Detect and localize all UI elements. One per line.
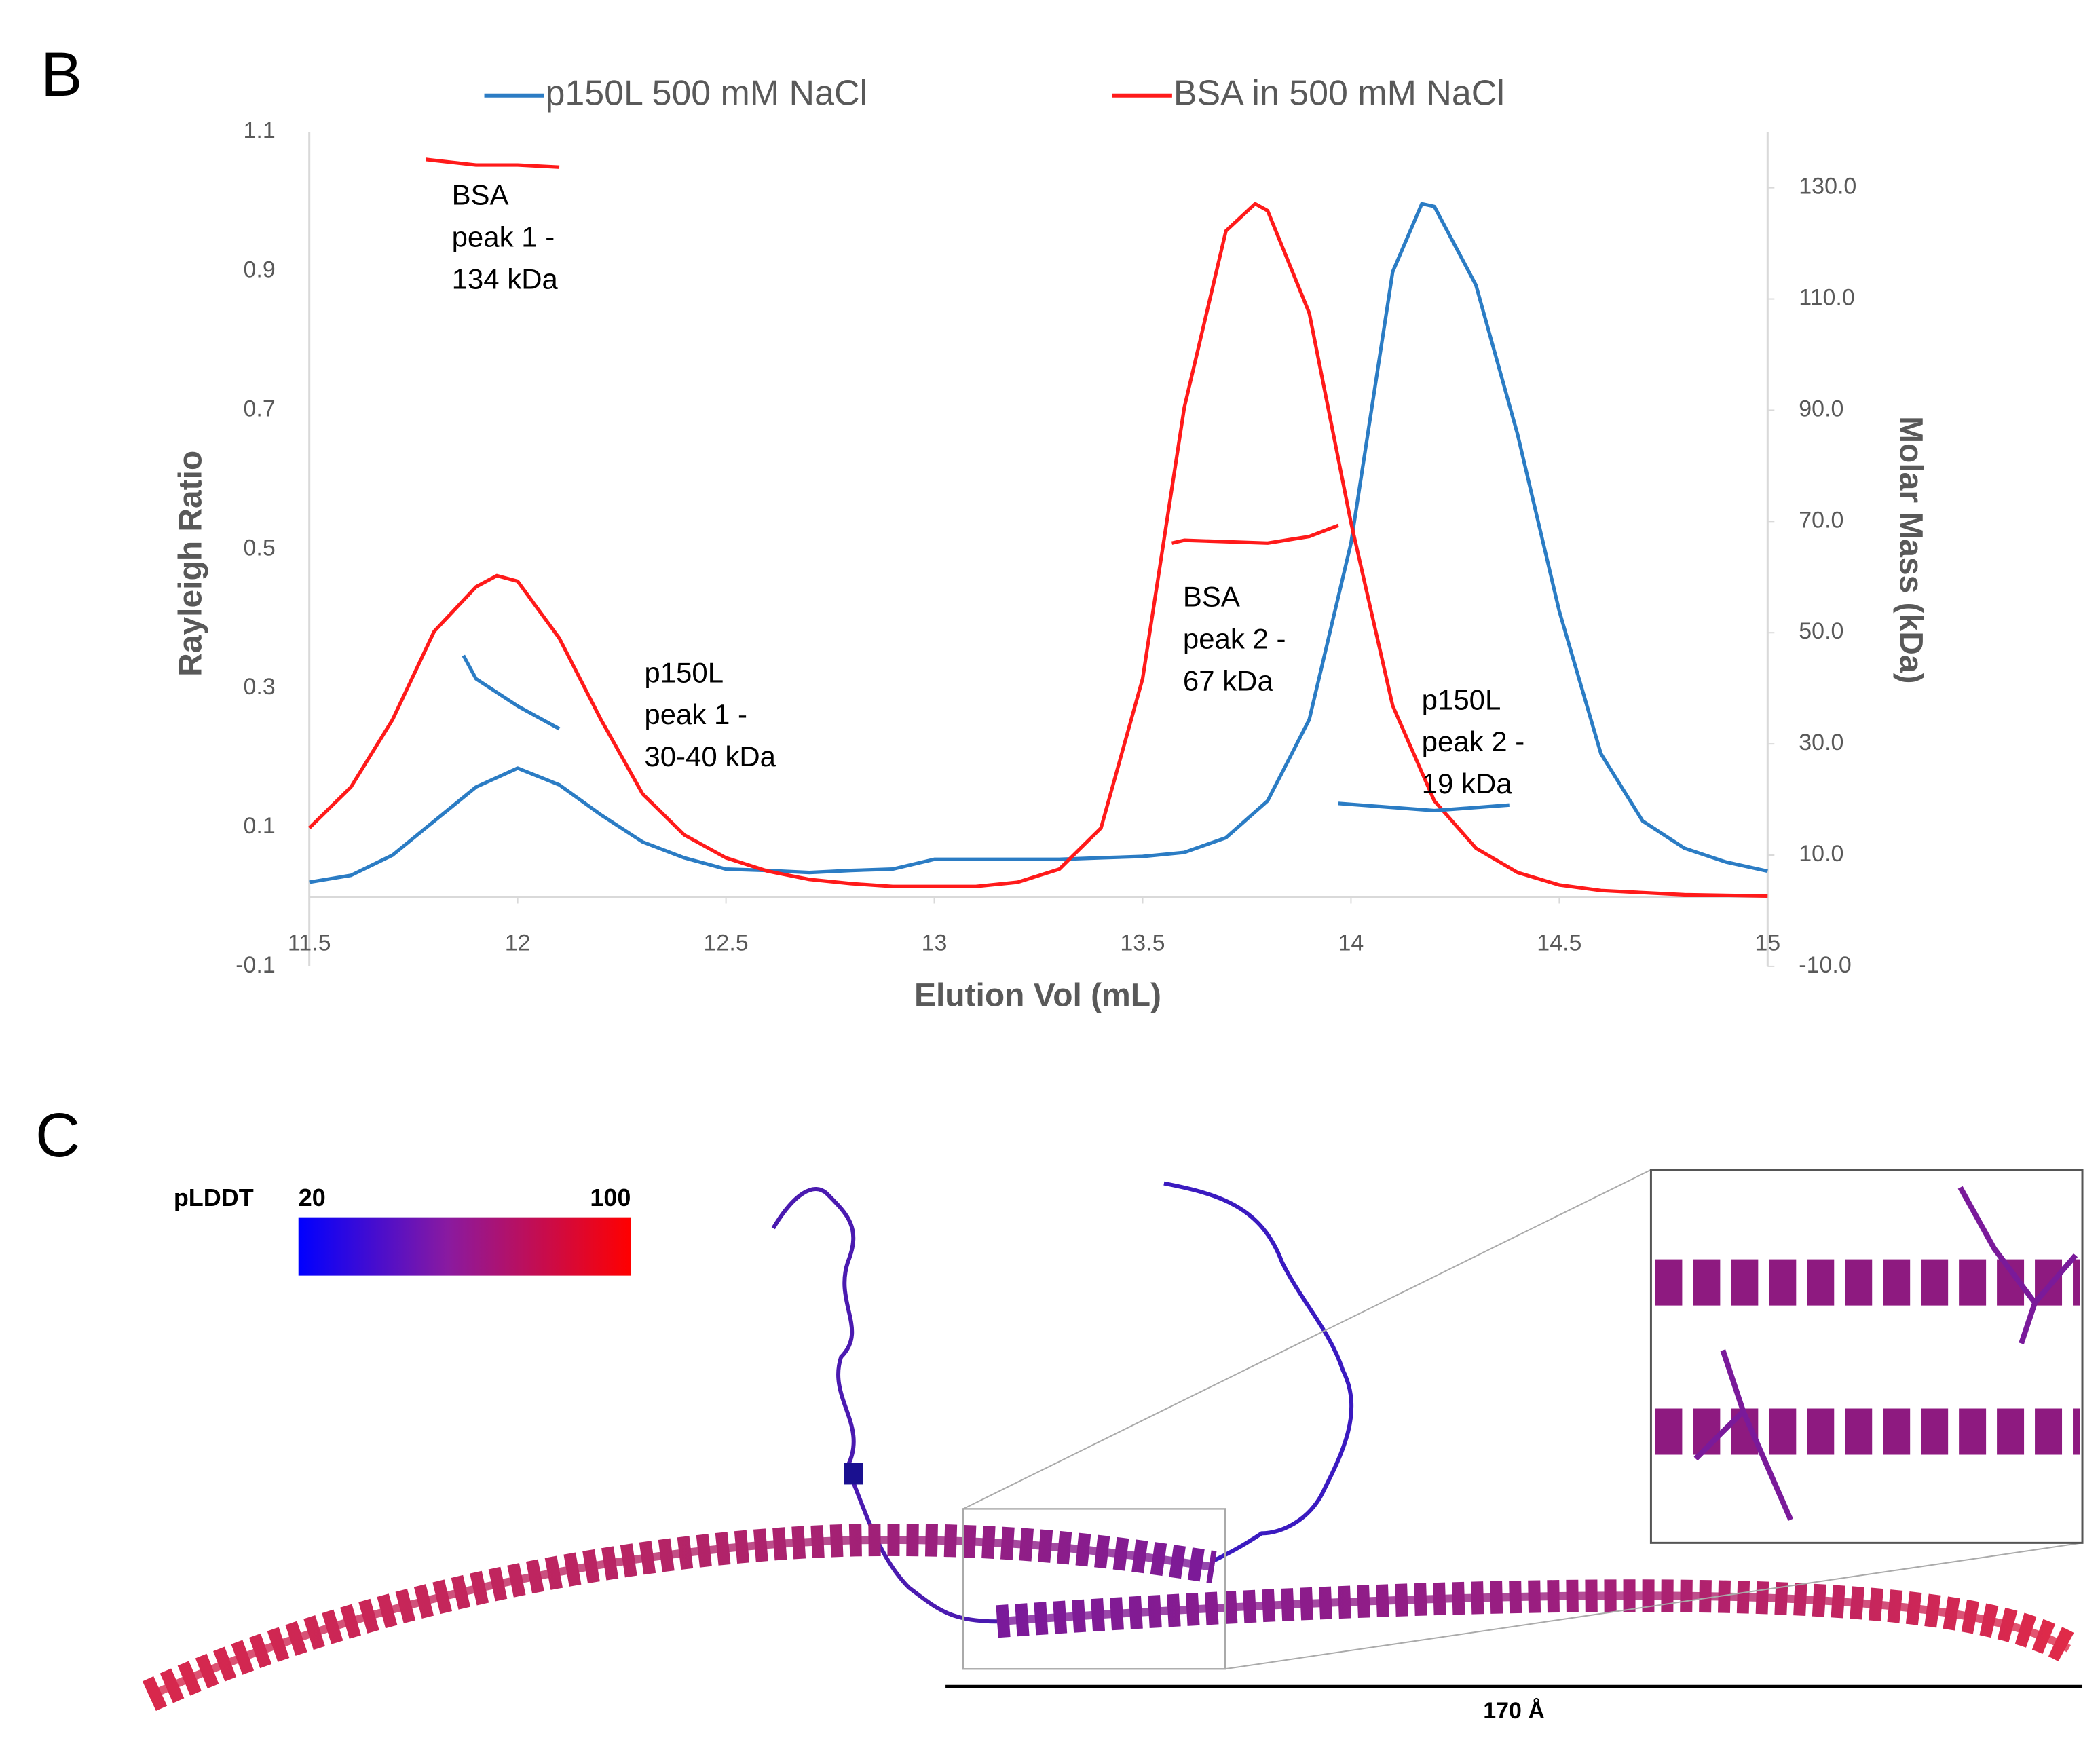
- y2-tick-label: -10.0: [1799, 952, 1851, 978]
- annotation: 134 kDa: [452, 263, 559, 295]
- series-line: [426, 157, 560, 169]
- inset: [1649, 1169, 2084, 1544]
- y-tick-label: 0.7: [244, 396, 276, 421]
- side-chain: [1693, 1186, 2078, 1521]
- scale-label: 170 Å: [1483, 1698, 1545, 1724]
- strand: [844, 1462, 863, 1485]
- y2-tick-label: 10.0: [1799, 841, 1843, 867]
- zoom-line: [962, 1169, 1651, 1510]
- x-tick-label: 15: [1755, 930, 1780, 956]
- annotation: BSA: [452, 179, 509, 211]
- annotation: peak 1 -: [644, 698, 747, 730]
- y-tick-label: 1.1: [244, 118, 276, 144]
- y2-tick-label: 130.0: [1799, 174, 1856, 200]
- zoom-box: [962, 1508, 1226, 1670]
- loop: [1163, 1181, 1354, 1563]
- series-line: [307, 202, 1768, 898]
- x-tick-label: 12: [505, 930, 531, 956]
- series-line: [1171, 523, 1339, 545]
- colorbar: [298, 1217, 631, 1276]
- chart: Elution Vol (mL) Rayleigh Ratio Molar Ma…: [172, 73, 1928, 1013]
- y-tick-label: 0.1: [244, 813, 276, 839]
- helix-core: [147, 1535, 1215, 1700]
- y2-tick-label: 90.0: [1799, 396, 1843, 421]
- x-tick-label: 11.5: [288, 930, 331, 956]
- x-tick-label: 13: [922, 930, 948, 956]
- annotation: peak 2 -: [1183, 622, 1286, 654]
- y2-tick-label: 110.0: [1799, 285, 1854, 311]
- annotation: p150L: [1422, 683, 1501, 715]
- x-tick-label: 13.5: [1120, 930, 1165, 956]
- annotation: 30-40 kDa: [644, 740, 776, 772]
- annotation: 67 kDa: [1183, 664, 1274, 696]
- helix-core: [996, 1591, 2071, 1653]
- loop: [771, 1187, 998, 1624]
- colorbar-title: pLDDT: [174, 1184, 254, 1211]
- series-line: [462, 654, 561, 731]
- annotation: peak 2 -: [1422, 725, 1525, 757]
- series-line: [309, 202, 1768, 884]
- colorbar-max: 100: [590, 1184, 631, 1211]
- series-line: [1338, 801, 1510, 813]
- legend-label: p150L 500 mM NaCl: [545, 73, 867, 113]
- y2-tick-label: 50.0: [1799, 618, 1843, 644]
- panel-label: B: [41, 40, 82, 109]
- annotation: peak 1 -: [452, 221, 555, 253]
- x-tick-label: 14: [1338, 930, 1364, 956]
- colorbar-min: 20: [299, 1184, 326, 1211]
- y2-tick-label: 30.0: [1799, 730, 1843, 755]
- x-axis-title: Elution Vol (mL): [914, 978, 1161, 1014]
- structure-panel: C pLDDT 20 100 170 Å: [35, 1101, 2084, 1724]
- x-tick-label: 14.5: [1537, 930, 1581, 956]
- y-axis-title: Rayleigh Ratio: [172, 451, 208, 677]
- y-tick-label: -0.1: [236, 952, 276, 978]
- y2-axis-title: Molar Mass (kDa): [1893, 416, 1929, 683]
- annotation: BSA: [1183, 580, 1240, 612]
- y-tick-label: 0.3: [244, 674, 276, 700]
- y2-tick-label: 70.0: [1799, 507, 1843, 533]
- x-tick-label: 12.5: [704, 930, 749, 956]
- y-tick-label: 0.9: [244, 257, 276, 283]
- zoom-line: [1224, 1542, 2083, 1670]
- annotation: p150L: [644, 656, 724, 688]
- y-tick-label: 0.5: [244, 535, 276, 561]
- legend-label: BSA in 500 mM NaCl: [1174, 73, 1505, 113]
- annotation: 19 kDa: [1422, 768, 1513, 799]
- panel-label: C: [35, 1101, 80, 1170]
